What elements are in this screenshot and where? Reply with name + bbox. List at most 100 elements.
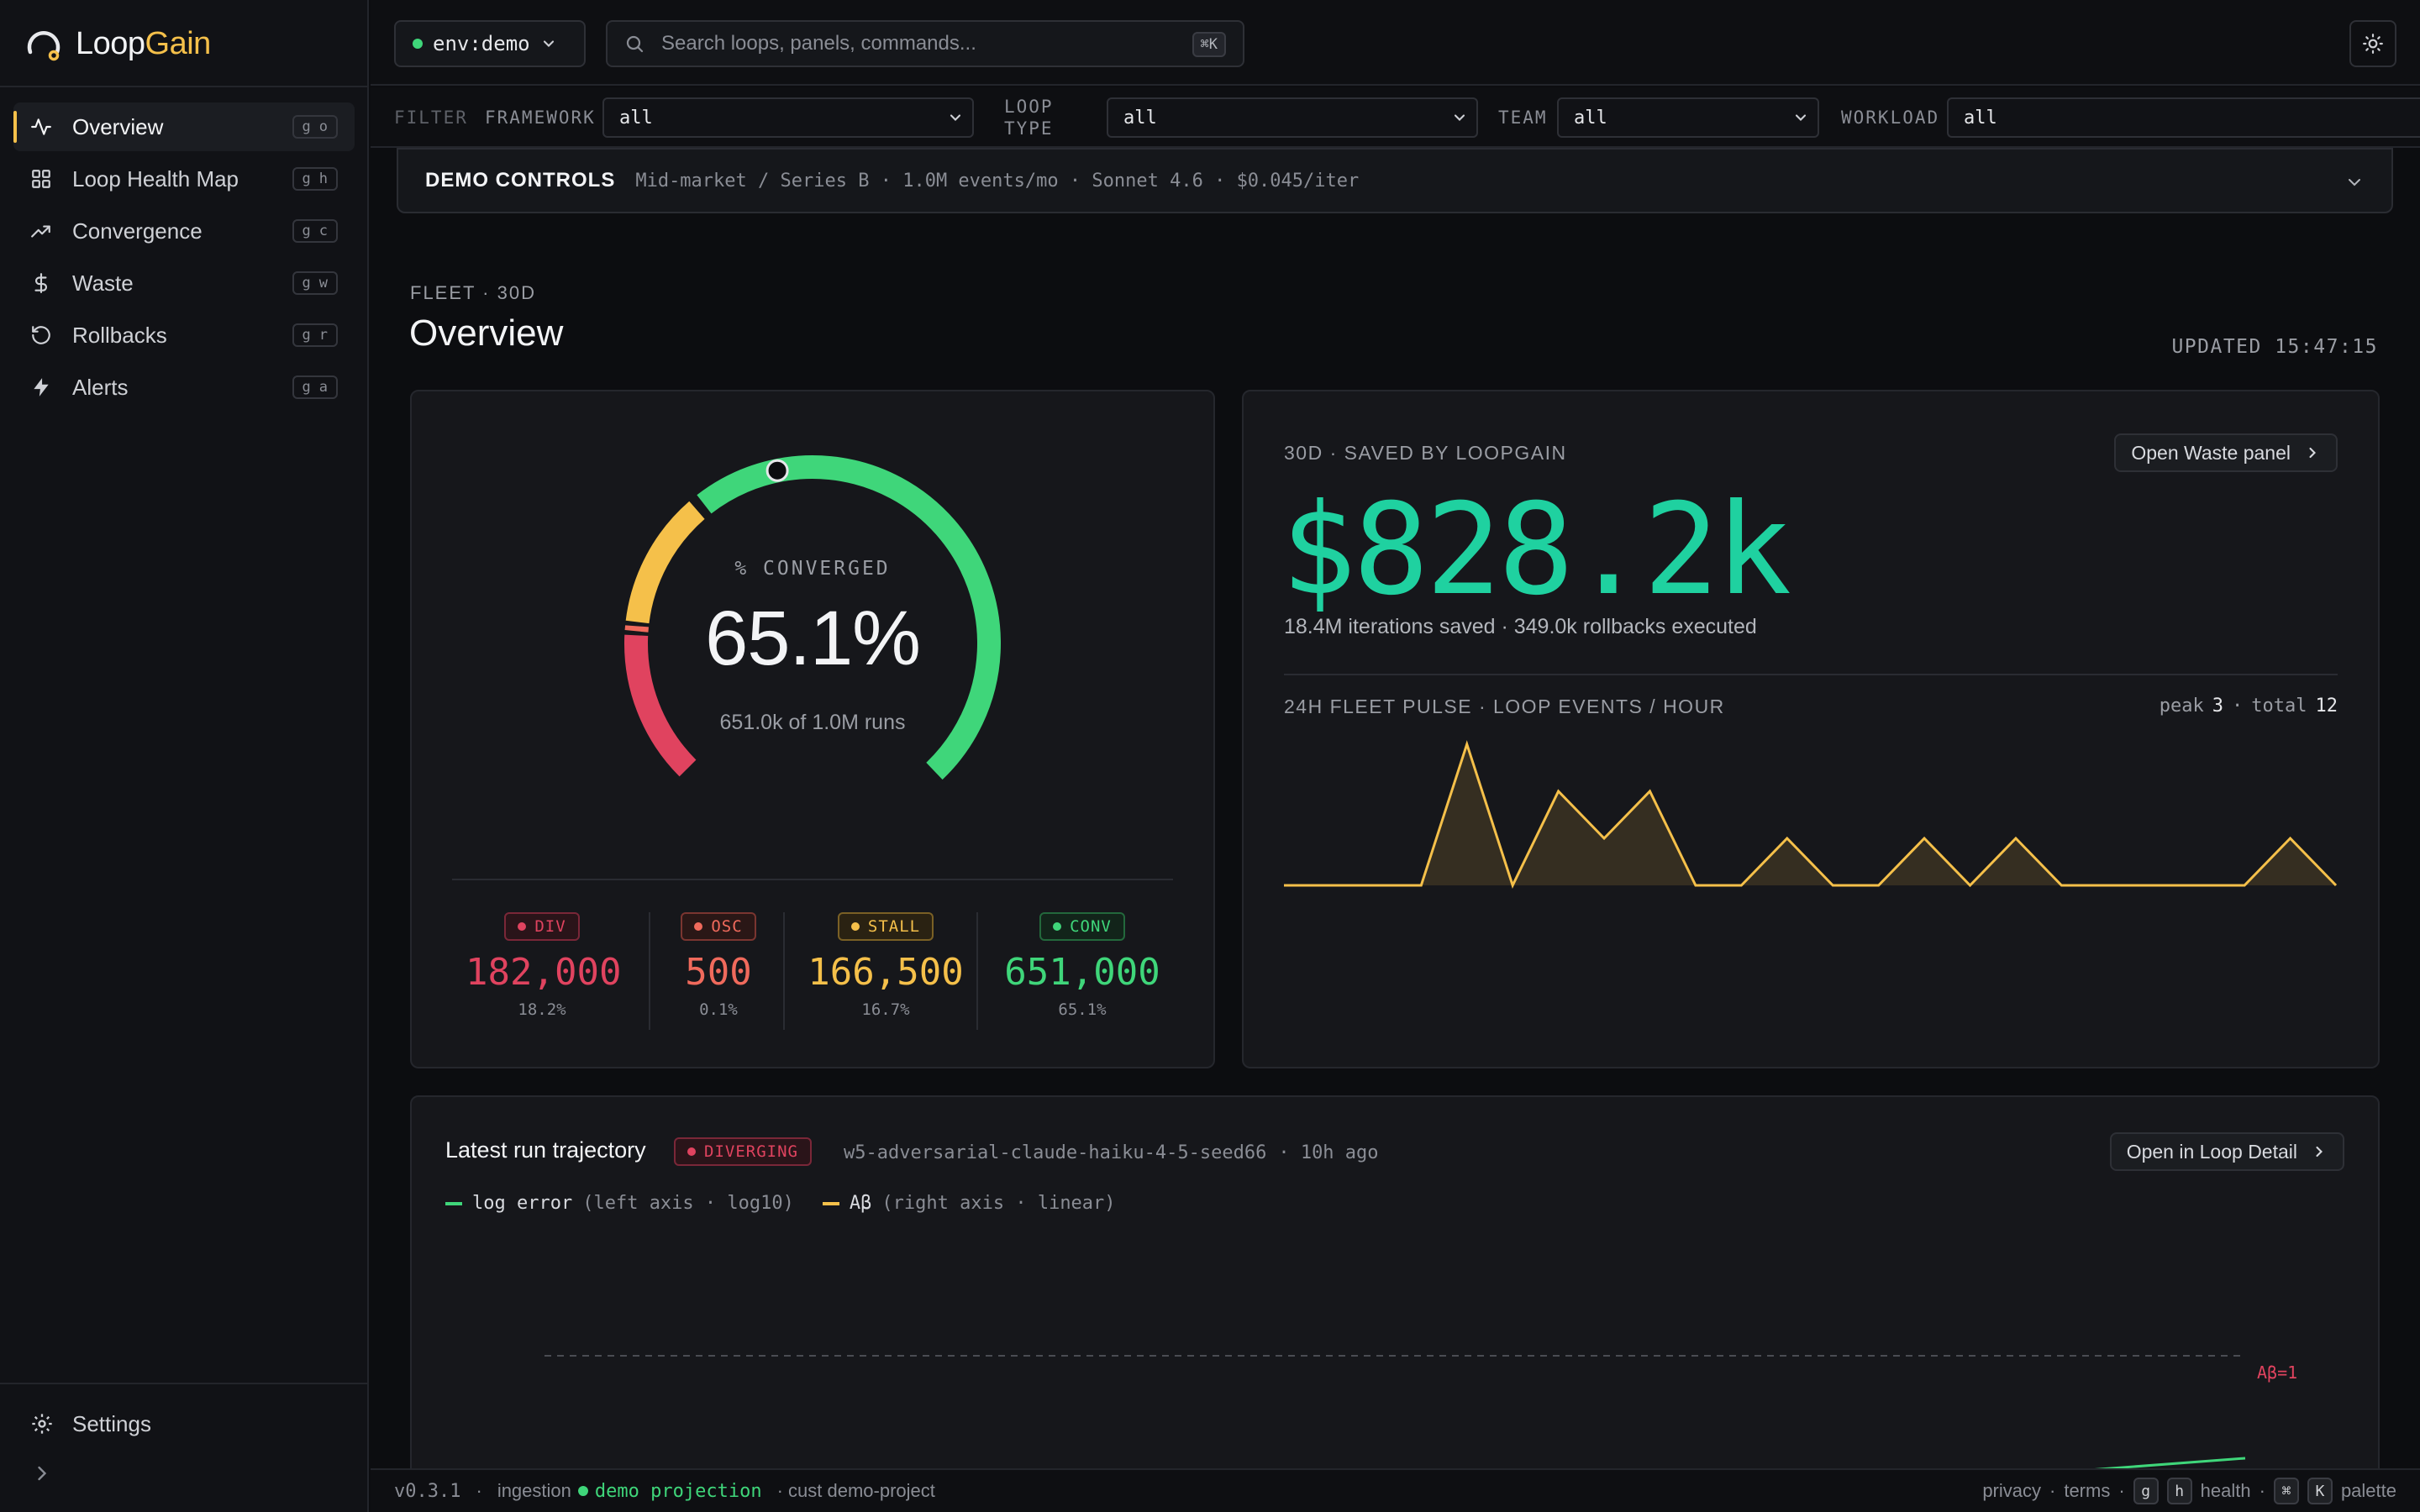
logo[interactable]: LoopGain [24,22,211,66]
stat-divider [783,912,785,1030]
footer-left: v0.3.1 · ingestion demo projection · cus… [394,1480,935,1502]
search-input[interactable]: Search loops, panels, commands... ⌘K [606,20,1244,67]
framework-select[interactable]: all [602,97,974,138]
stat-conv: CONV 651,000 65.1% [992,912,1173,1019]
threshold-label: Aβ=1 [2257,1362,2298,1383]
stat-percent: 18.2% [518,1000,566,1019]
savings-amount: $828.2k [1281,477,1791,623]
sidebar-item-settings[interactable]: Settings [13,1399,355,1448]
filter-label: FILTER [394,108,468,128]
chevron-down-icon[interactable] [2344,172,2365,192]
updated-timestamp: UPDATED 15:47:15 [2171,336,2378,358]
pulse-area [1284,744,2336,885]
open-waste-panel-button[interactable]: Open Waste panel [2114,433,2338,472]
trajectory-legend: log error (left axis · log10) Aβ (right … [445,1193,1116,1214]
open-loop-detail-button[interactable]: Open in Loop Detail [2109,1132,2344,1171]
gauge-marker [765,459,789,482]
log-error-line [2088,1457,2246,1470]
bolt-icon [34,378,49,396]
status-badge: DIV [504,912,580,941]
env-status-dot [413,39,423,49]
stat-count: 182,000 [466,951,622,994]
pulse-peak: 3 [2212,696,2224,717]
palette-link[interactable]: palette [2340,1480,2396,1501]
stat-divider [976,912,978,1030]
gauge-segment-stall [625,501,705,624]
terms-link[interactable]: terms [2064,1480,2111,1501]
status-footer: v0.3.1 · ingestion demo projection · cus… [371,1468,2420,1512]
app-version: v0.3.1 [394,1480,461,1502]
trajectory-card: Latest run trajectory DIVERGING w5-adver… [410,1095,2380,1512]
legend-item: Aβ [849,1193,872,1214]
button-label: Open Waste panel [2131,441,2291,464]
demo-controls-title: DEMO CONTROLS [425,169,616,192]
card-divider [452,879,1173,880]
chevron-right-icon [2316,1146,2323,1158]
gauge-label: % CONVERGED [734,558,891,580]
sidebar-divider [0,1383,367,1384]
demo-controls-summary: Mid-market / Series B · 1.0M events/mo ·… [635,170,1360,192]
trajectory-chart [544,1355,2246,1470]
stat-count: 651,000 [1004,951,1160,994]
team-label: TEAM [1498,108,1548,128]
framework-label: FRAMEWORK [485,108,596,128]
grid-icon [32,170,50,188]
loop-type-select[interactable]: all [1107,97,1478,138]
footer-right: privacy · terms · g h health · ⌘ K palette [1982,1470,2396,1512]
trending-up-icon [31,225,50,238]
stat-count: 500 [685,951,752,994]
privacy-link[interactable]: privacy [1982,1480,2041,1501]
breadcrumb: FLEET · 30D [410,282,536,303]
search-placeholder: Search loops, panels, commands... [661,32,976,55]
framework-value: all [619,107,653,129]
gear-icon [32,1414,52,1434]
convergence-card: % CONVERGED 65.1% 651.0k of 1.0M runs DI… [410,390,1215,1068]
stat-percent: 65.1% [1058,1000,1107,1019]
stat-percent: 16.7% [861,1000,910,1019]
button-label: Open in Loop Detail [2126,1140,2297,1163]
theme-toggle-button[interactable] [2349,20,2396,67]
stat-osc: OSC 500 0.1% [664,912,773,1019]
chevron-right-icon[interactable] [30,1462,54,1485]
stat-stall: STALL 166,500 16.7% [795,912,976,1019]
workload-label: WORKLOAD [1841,108,1940,128]
legend-item: log error [472,1193,573,1214]
sidebar-item-label: Convergence [72,218,203,244]
team-select[interactable]: all [1557,97,1819,138]
demo-controls[interactable]: DEMO CONTROLS Mid-market / Series B · 1.… [397,148,2393,213]
savings-label: 30D · SAVED BY LOOPGAIN [1284,442,1567,464]
ingestion-dot [577,1486,588,1496]
env-label: env:demo [433,32,530,55]
workload-value: all [1964,107,1997,129]
chevron-down-icon [950,114,961,121]
trajectory-title: Latest run trajectory [445,1137,646,1163]
shortcut-key: ⌘ [2273,1478,2299,1504]
app-name: LoopGain [76,25,211,61]
sidebar-item-label: Loop Health Map [72,165,239,192]
legend-swatch [445,1201,462,1205]
topbar: env:demo Search loops, panels, commands.… [371,0,2420,86]
stat-count: 166,500 [808,951,964,994]
chevron-right-icon [2309,447,2316,459]
workload-select[interactable]: all [1947,97,2420,138]
status-badge: CONV [1039,912,1125,941]
sidebar-item-label: Alerts [72,374,129,400]
status-badge: STALL [837,912,934,941]
health-link[interactable]: health [2200,1480,2251,1501]
shortcut-key: K [2307,1478,2333,1504]
env-selector[interactable]: env:demo [394,20,586,67]
loopgain-logo-icon [27,31,60,61]
